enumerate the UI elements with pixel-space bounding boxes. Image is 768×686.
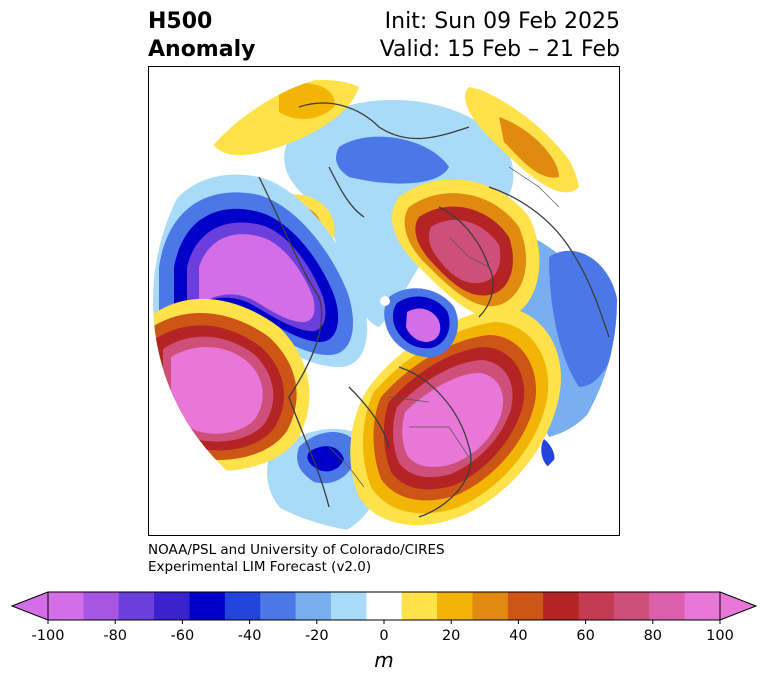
colorbar-tick-label: -20 (304, 628, 329, 644)
credit-line-2: Experimental LIM Forecast (v2.0) (148, 559, 372, 575)
colorbar-unit-label: m (374, 648, 394, 672)
anomaly-field (153, 69, 617, 533)
colorbar-tick-label: 20 (441, 628, 461, 644)
colorbar-tick-label: 60 (576, 628, 595, 644)
credit-line-1: NOAA/PSL and University of Colorado/CIRE… (148, 542, 445, 558)
pole-marker (380, 296, 390, 306)
pos-anomaly-east-core (499, 117, 559, 178)
colorbar-tick-label: -80 (103, 628, 128, 644)
colorbar-segment (437, 592, 473, 620)
colorbar-segment (224, 592, 261, 620)
colorbar-segment (649, 592, 686, 620)
country-borders (328, 166, 560, 488)
neg-anomaly-atlantic-core (541, 439, 555, 467)
neg-anomaly-arctic (336, 136, 449, 184)
colorbar-segment (613, 592, 650, 620)
valid-range: Valid: 15 Feb – 21 Feb (379, 37, 620, 62)
credit: NOAA/PSL and University of Colorado/CIRE… (148, 542, 445, 576)
neg-anomaly-pacific-core (199, 234, 315, 323)
title-line-1: H500 (148, 9, 213, 34)
colorbar-tick-label: 0 (379, 628, 389, 644)
colorbar-segment (330, 592, 367, 620)
colorbar-segment (366, 592, 403, 620)
init-date: Init: Sun 09 Feb 2025 (384, 9, 620, 34)
colorbar-segment (118, 592, 155, 620)
colorbar-extend-max (719, 591, 758, 621)
colorbar-segment (507, 592, 544, 620)
pos-anomaly-atlantic-core (402, 372, 503, 467)
coastlines (258, 102, 610, 518)
colorbar-tick-label: -100 (31, 628, 65, 644)
colorbar-tick-label: -40 (237, 628, 262, 644)
colorbar-segment (472, 592, 509, 620)
map-panel (148, 66, 620, 536)
pos-anomaly-north-core (279, 83, 335, 119)
colorbar-segment (154, 592, 190, 620)
colorbar-segment (684, 592, 721, 620)
colorbar-segment (48, 592, 84, 620)
colorbar-segment (543, 592, 580, 620)
colorbar-segment (260, 592, 297, 620)
colorbar-segment (295, 592, 332, 620)
colorbar-segment (189, 592, 226, 620)
colorbar-tick-label: -60 (170, 628, 195, 644)
title-line-2: Anomaly (148, 37, 256, 62)
colorbar-segment (401, 592, 438, 620)
pos-anomaly-siberia-core (429, 219, 501, 284)
map-title: H500 Anomaly (148, 8, 255, 64)
colorbar-segment (83, 592, 120, 620)
colorbar-tick-label: 100 (706, 628, 734, 644)
colorbar-tick-label: 40 (509, 628, 528, 644)
colorbar-extend-min (10, 591, 49, 621)
forecast-dates: Init: Sun 09 Feb 2025 Valid: 15 Feb – 21… (380, 8, 620, 64)
colorbar-segment (578, 592, 615, 620)
neg-anomaly-pole-core (406, 308, 441, 342)
pos-anomaly-pacific-core (171, 346, 263, 434)
colorbar-tick-label: 80 (643, 628, 663, 644)
neg-anomaly-europe (549, 250, 617, 387)
anomaly-map (153, 69, 617, 533)
colorbar (10, 591, 758, 624)
